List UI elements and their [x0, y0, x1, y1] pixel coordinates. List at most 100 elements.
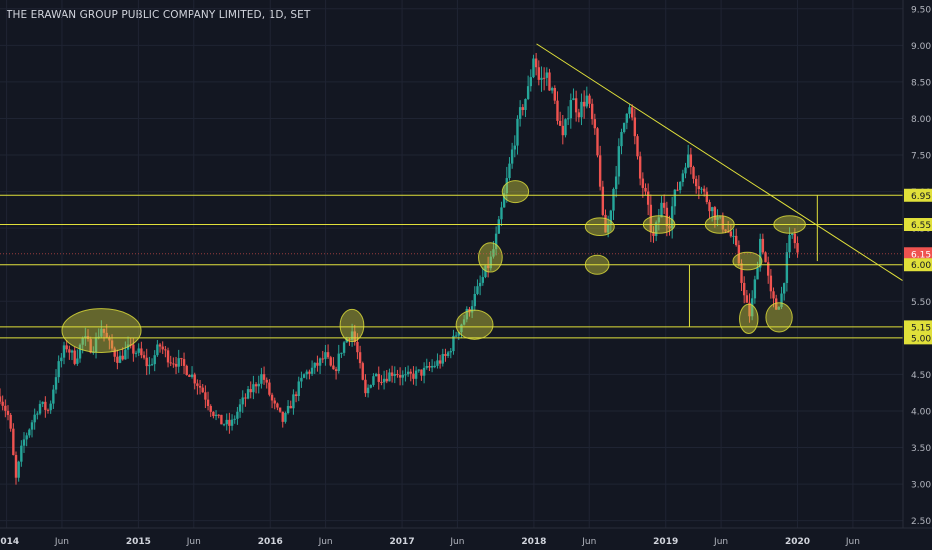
candle-body: [222, 424, 226, 426]
candle-body: [505, 178, 508, 194]
candle-body: [513, 145, 517, 150]
candle-body: [761, 238, 765, 253]
candle-body: [652, 232, 655, 236]
highlight-ellipse[interactable]: [455, 309, 494, 340]
highlight-ellipse[interactable]: [61, 308, 142, 353]
candle-body: [588, 95, 591, 104]
candle-body: [201, 387, 204, 393]
candle-body: [742, 282, 746, 296]
candle-body: [438, 360, 442, 364]
candle-body: [428, 366, 431, 368]
candle-body: [785, 252, 789, 284]
candle-body: [510, 149, 514, 164]
y-tick-label: 9.00: [911, 42, 931, 52]
candle-body: [689, 154, 693, 168]
candle-body: [260, 374, 263, 384]
level-tag-label: 6.55: [911, 221, 931, 231]
candle-body: [62, 345, 66, 358]
candle-body: [380, 381, 383, 383]
candle-body: [132, 344, 135, 354]
candle-body: [478, 282, 482, 287]
candle-body: [569, 100, 573, 119]
highlight-ellipse[interactable]: [501, 180, 530, 204]
candle-body: [745, 295, 749, 303]
candle-body: [775, 298, 778, 310]
candle-body: [622, 122, 626, 132]
candle-body: [753, 279, 757, 299]
trendline[interactable]: [536, 43, 904, 282]
candle-body: [441, 354, 444, 364]
price-axis[interactable]: [903, 0, 932, 550]
candle-body: [358, 352, 362, 364]
candle-body: [702, 188, 706, 192]
candle-body: [388, 372, 391, 382]
level-tag: [904, 218, 932, 232]
candle-body: [630, 107, 634, 118]
x-tick-label: 2018: [521, 537, 546, 547]
candle-body: [97, 336, 100, 338]
candle-body: [526, 86, 530, 100]
candle-body: [172, 363, 175, 365]
candle-body: [444, 354, 447, 356]
candle-body: [289, 405, 292, 409]
level-tag-label: 5.00: [911, 334, 931, 344]
candle-body: [180, 358, 183, 360]
candle-body: [721, 216, 725, 230]
highlight-ellipse[interactable]: [584, 217, 615, 236]
highlight-ellipse[interactable]: [339, 308, 365, 343]
candle-body: [204, 392, 207, 400]
candle-body: [233, 418, 236, 420]
x-tick-label: Jun: [581, 537, 596, 547]
candle-body: [294, 394, 298, 397]
candle-body: [502, 193, 506, 208]
candle-body: [572, 98, 575, 101]
candle-body: [148, 364, 151, 367]
candle-body: [14, 455, 18, 478]
candle-body: [254, 384, 258, 387]
candle-body: [33, 414, 36, 423]
candle-body: [654, 222, 658, 236]
candle-body: [486, 265, 490, 269]
highlight-ellipse[interactable]: [732, 251, 763, 271]
candle-body: [585, 95, 589, 107]
candle-body: [718, 216, 722, 218]
time-axis[interactable]: [0, 528, 932, 550]
candle-body: [257, 383, 260, 387]
candle-body: [329, 357, 332, 366]
candle-body: [633, 117, 637, 137]
candle-body: [582, 101, 586, 107]
candle-body: [625, 113, 629, 123]
candle-body: [28, 429, 31, 436]
highlight-ellipse[interactable]: [478, 242, 503, 273]
candle-body: [84, 336, 87, 338]
highlight-ellipse[interactable]: [739, 303, 759, 334]
level-tag: [904, 188, 932, 202]
candle-body: [620, 131, 623, 147]
candle-body: [670, 206, 674, 229]
candle-body: [292, 394, 295, 409]
candle-body: [174, 363, 178, 367]
candle-body: [252, 384, 255, 393]
candles: [0, 52, 799, 485]
chart-title: THE ERAWAN GROUP PUBLIC COMPANY LIMITED,…: [6, 9, 311, 21]
candle-body: [406, 371, 410, 375]
candle-body: [521, 107, 525, 111]
candle-body: [230, 419, 234, 426]
candle-body: [73, 350, 76, 364]
candle-body: [697, 186, 701, 190]
candle-body: [89, 339, 92, 353]
candle-body: [791, 233, 794, 236]
candle-body: [692, 167, 695, 179]
candle-body: [302, 374, 306, 378]
candle-body: [628, 107, 631, 114]
candle-body: [108, 337, 111, 341]
candle-body: [193, 374, 196, 384]
highlight-ellipse[interactable]: [765, 302, 793, 333]
candle-body: [545, 72, 549, 78]
candle-body: [324, 352, 327, 360]
candle-body: [454, 335, 458, 337]
candle-body: [70, 350, 74, 353]
candle-body: [764, 252, 767, 263]
candle-body: [638, 156, 642, 179]
